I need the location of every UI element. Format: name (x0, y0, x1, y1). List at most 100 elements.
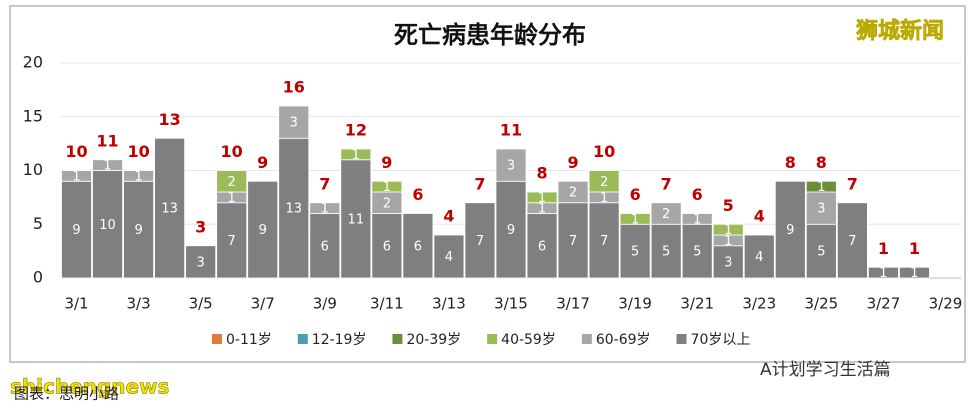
y-tick-label: 5 (33, 214, 43, 233)
total-label: 6 (630, 185, 641, 204)
legend-swatch (676, 334, 687, 344)
segment-label: 7 (569, 234, 577, 249)
y-tick-label: 10 (23, 160, 43, 179)
x-tick-label: 3/13 (432, 295, 466, 313)
bar-segment (743, 234, 775, 279)
bar-segment (557, 202, 589, 279)
bar-segment (371, 213, 403, 279)
total-label: 10 (127, 142, 149, 161)
x-tick-label: 3/15 (494, 295, 528, 313)
bar-segment (278, 137, 310, 279)
segment-label: 5 (693, 245, 701, 260)
segment-label: 1 (631, 212, 639, 227)
segment-label: 9 (134, 223, 142, 238)
bar-segment (495, 148, 527, 182)
bar-segment (61, 170, 92, 182)
segment-label: 2 (228, 175, 236, 190)
legend-swatch (581, 334, 592, 344)
bar-segment (805, 191, 837, 225)
y-tick-label: 20 (23, 53, 43, 72)
total-label: 7 (847, 174, 858, 193)
bar-segment (464, 202, 496, 279)
bar-segment (681, 213, 713, 225)
legend-label: 70岁以上 (691, 332, 751, 348)
bar-segment (805, 180, 837, 193)
total-label: 8 (785, 153, 796, 172)
bar-segment (247, 180, 279, 279)
segment-label: 1 (352, 148, 360, 163)
total-label: 4 (443, 207, 454, 226)
total-label: 1 (878, 239, 889, 258)
segment-label: 6 (414, 239, 422, 254)
x-tick-label: 3/19 (618, 295, 652, 313)
segment-label: 1 (693, 212, 701, 227)
segment-label: 7 (476, 234, 484, 249)
x-tick-label: 3/7 (251, 295, 275, 313)
segment-label: 9 (259, 223, 267, 238)
segment-label: 11 (348, 212, 365, 227)
bar-segment (92, 170, 123, 279)
total-label: 9 (257, 153, 268, 172)
total-label: 3 (195, 217, 206, 236)
bar-segment (526, 191, 558, 204)
bar-segment (712, 223, 744, 236)
x-tick-label: 3/17 (556, 295, 590, 313)
segment-label: 1 (817, 180, 825, 195)
x-tick-label: 3/29 (929, 295, 963, 313)
segment-label: 5 (817, 245, 825, 260)
segment-label: 4 (755, 250, 763, 265)
segment-label: 2 (600, 175, 608, 190)
segment-label: 3 (507, 159, 515, 174)
x-tick-label: 3/3 (127, 295, 151, 313)
total-label: 11 (500, 121, 522, 140)
x-tick-label: 3/9 (313, 295, 337, 313)
segment-label: 5 (631, 245, 639, 260)
segment-label: 1 (879, 266, 887, 281)
segment-label: 7 (848, 234, 856, 249)
segment-label: 1 (600, 191, 608, 206)
bar-segment (557, 180, 589, 204)
bar-segment (216, 170, 248, 193)
watermark: shichengnews (10, 375, 169, 399)
bar-segment (619, 213, 651, 225)
total-label: 9 (381, 153, 392, 172)
segment-label: 6 (383, 239, 391, 254)
y-tick-label: 0 (33, 268, 43, 287)
bar-segment (899, 266, 930, 279)
segment-label: 6 (538, 239, 546, 254)
segment-label: 1 (72, 169, 80, 184)
bar-segment (123, 180, 155, 279)
bar-segment (836, 202, 868, 279)
bar-segment (402, 213, 434, 279)
total-label: 16 (283, 78, 305, 97)
bar-segment (588, 170, 620, 193)
segment-label: 3 (724, 255, 732, 270)
total-label: 4 (754, 207, 765, 226)
bar-segment (650, 202, 682, 225)
total-label: 11 (96, 131, 118, 150)
segment-label: 1 (724, 234, 732, 249)
segment-label: 10 (99, 218, 116, 233)
segment-label: 1 (103, 159, 111, 174)
segment-label: 3 (290, 116, 298, 131)
segment-label: 1 (910, 266, 918, 281)
x-tick-label: 3/23 (742, 295, 776, 313)
total-label: 10 (593, 142, 615, 161)
total-label: 8 (816, 153, 827, 172)
legend-label: 0-11岁 (226, 332, 272, 348)
legend-swatch (392, 334, 403, 344)
segment-label: 2 (383, 196, 391, 211)
x-tick-label: 3/1 (64, 295, 88, 313)
bar-segment (154, 137, 186, 279)
legend-label: 12-19岁 (312, 332, 367, 348)
segment-label: 7 (228, 234, 236, 249)
total-label: 6 (692, 185, 703, 204)
segment-label: 1 (321, 202, 329, 217)
segment-label: 6 (321, 239, 329, 254)
segment-label: 2 (662, 207, 670, 222)
bar-segment (712, 245, 744, 279)
segment-label: 1 (538, 191, 546, 206)
bar-segment (92, 159, 123, 171)
total-label: 9 (567, 153, 578, 172)
